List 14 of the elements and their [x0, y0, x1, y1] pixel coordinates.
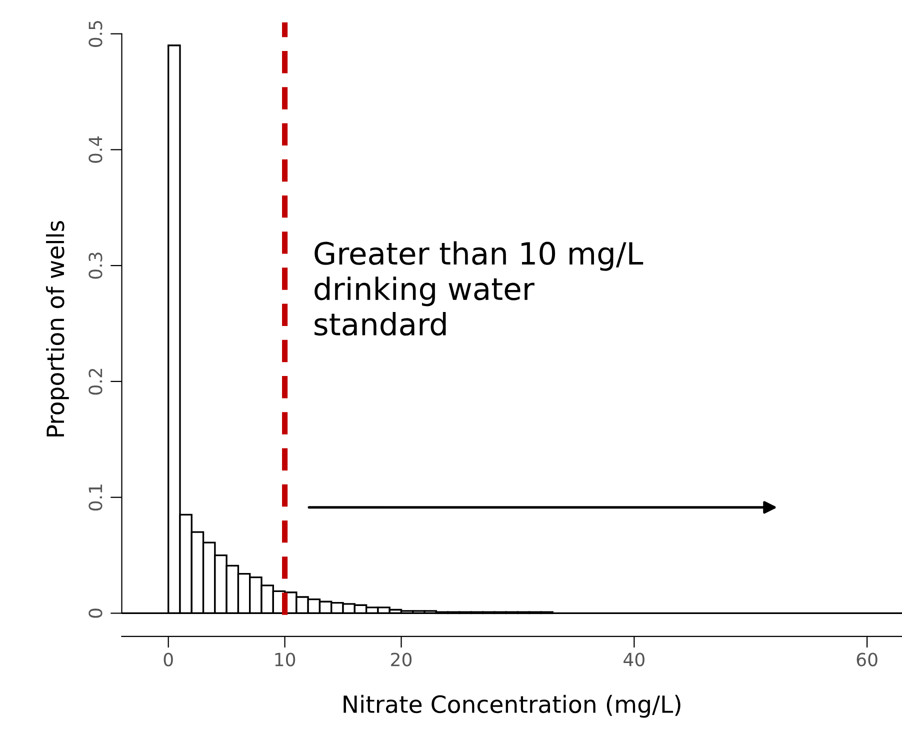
x-tick-label: 0 — [164, 652, 173, 666]
y-tick-label: 0.3 — [88, 252, 102, 279]
y-tick-label: 0.5 — [88, 21, 102, 47]
y-axis-title: Proportion of wells — [46, 221, 69, 436]
x-tick-label: 10 — [275, 652, 296, 666]
y-tick-label: 0.4 — [88, 136, 102, 163]
x-tick-label: 40 — [624, 652, 644, 666]
x-tick-label: 20 — [391, 652, 412, 666]
y-tick-label: 0 — [88, 608, 102, 618]
x-axis-title: Nitrate Concentration (mg/L) — [344, 694, 680, 718]
y-tick-label: 0.1 — [88, 484, 102, 510]
x-tick-label: 60 — [856, 652, 878, 666]
y-tick-label: 0.2 — [88, 368, 102, 395]
annotation: Greater than 10 mg/L drinking water standard — [314, 241, 644, 336]
